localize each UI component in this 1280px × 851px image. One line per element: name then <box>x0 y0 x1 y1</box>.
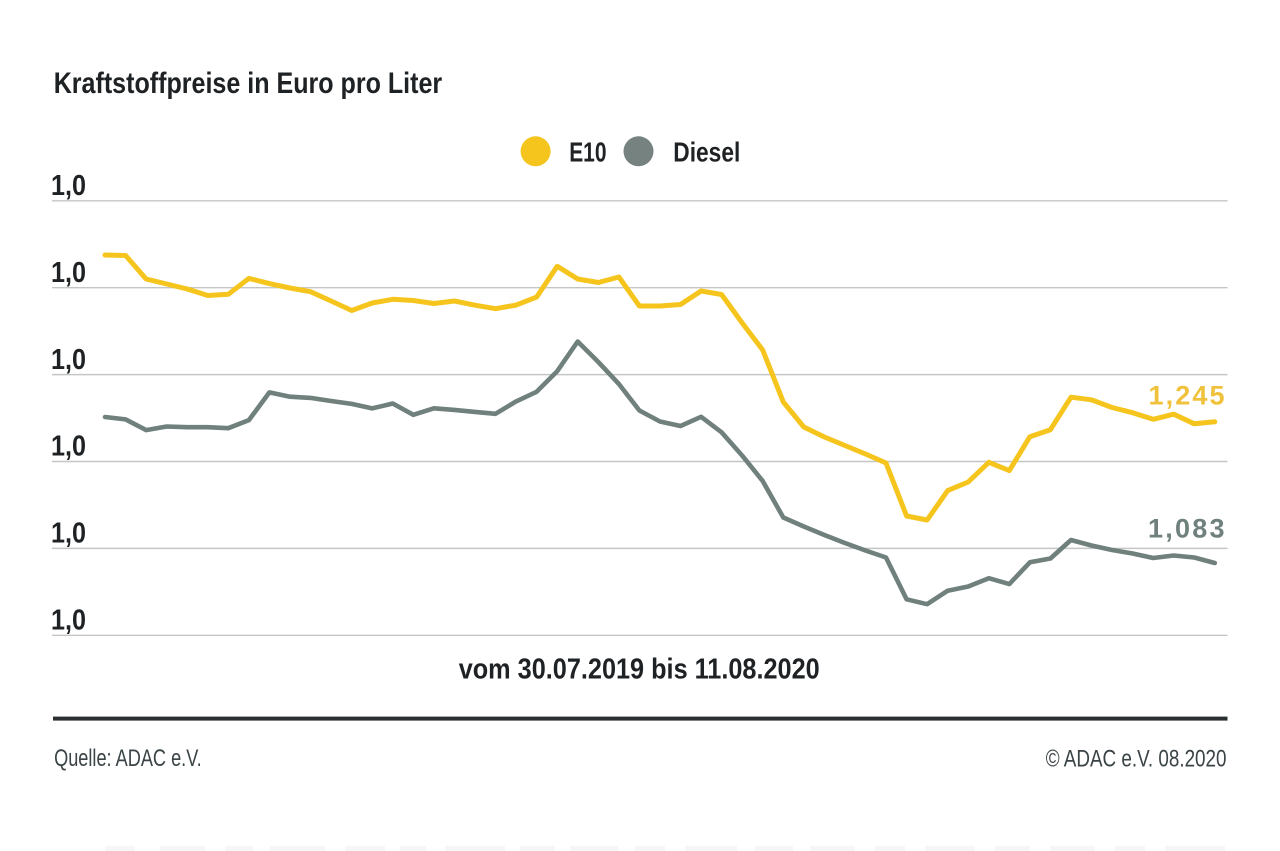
svg-text:E10: E10 <box>569 136 606 167</box>
svg-text:vom 30.07.2019 bis 11.08.2020: vom 30.07.2019 bis 11.08.2020 <box>459 654 820 686</box>
svg-text:1,245: 1,245 <box>1149 381 1225 411</box>
svg-text:Quelle: ADAC e.V.: Quelle: ADAC e.V. <box>54 745 202 772</box>
svg-text:1,0: 1,0 <box>51 430 86 462</box>
svg-text:1,0: 1,0 <box>51 256 86 288</box>
svg-text:Diesel: Diesel <box>673 136 740 167</box>
svg-text:1,0: 1,0 <box>51 343 86 375</box>
svg-text:1,0: 1,0 <box>51 169 86 201</box>
svg-text:1,0: 1,0 <box>51 604 86 636</box>
svg-text:© ADAC e.V. 08.2020: © ADAC e.V. 08.2020 <box>1046 746 1227 773</box>
svg-text:1,083: 1,083 <box>1148 514 1225 544</box>
svg-text:1,0: 1,0 <box>51 517 86 549</box>
svg-text:Kraftstoffpreise in Euro pro L: Kraftstoffpreise in Euro pro Liter <box>54 68 443 100</box>
